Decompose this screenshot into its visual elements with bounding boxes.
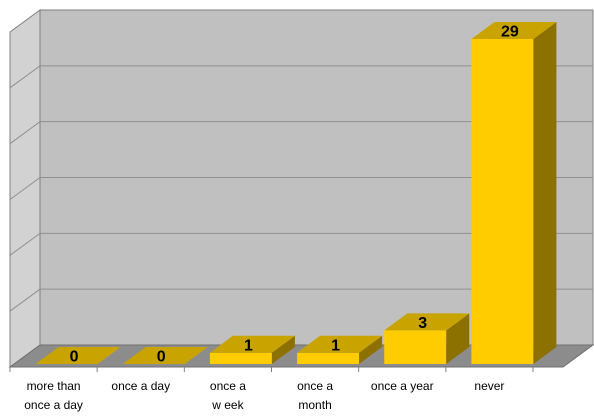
bar-front: [471, 39, 534, 364]
category-label: more than once a day: [24, 379, 83, 412]
value-label: 0: [70, 349, 79, 366]
chart-gridlines: [9, 65, 593, 312]
bar-front: [297, 352, 360, 364]
bar-side: [271, 335, 295, 364]
value-label: 3: [418, 315, 427, 332]
category-label: once a year: [371, 379, 434, 393]
gridline: [9, 65, 593, 89]
value-label: 1: [244, 337, 253, 354]
gridline: [9, 288, 593, 312]
bar-side: [359, 335, 383, 364]
gridline: [9, 177, 593, 200]
bar-top: [209, 335, 295, 353]
value-label: 29: [501, 24, 519, 41]
category-label: once a month: [297, 379, 333, 412]
value-label: 0: [157, 349, 166, 366]
bar-top: [384, 313, 470, 331]
bar-top: [471, 22, 557, 39]
bar-side: [446, 313, 470, 364]
bar-front: [384, 330, 447, 364]
bar-top: [35, 347, 121, 364]
bar-front: [209, 352, 272, 364]
bar-side: [533, 22, 557, 364]
value-label: 1: [331, 337, 340, 354]
gridline: [9, 121, 593, 145]
category-label: never: [474, 379, 504, 393]
gridline: [9, 232, 593, 256]
category-label: once a day: [111, 379, 170, 393]
chart-bars: [35, 22, 557, 364]
bar-top: [122, 347, 208, 364]
value-labels: 0 0 1 1 3 29: [70, 24, 519, 366]
bar-top: [297, 335, 383, 353]
